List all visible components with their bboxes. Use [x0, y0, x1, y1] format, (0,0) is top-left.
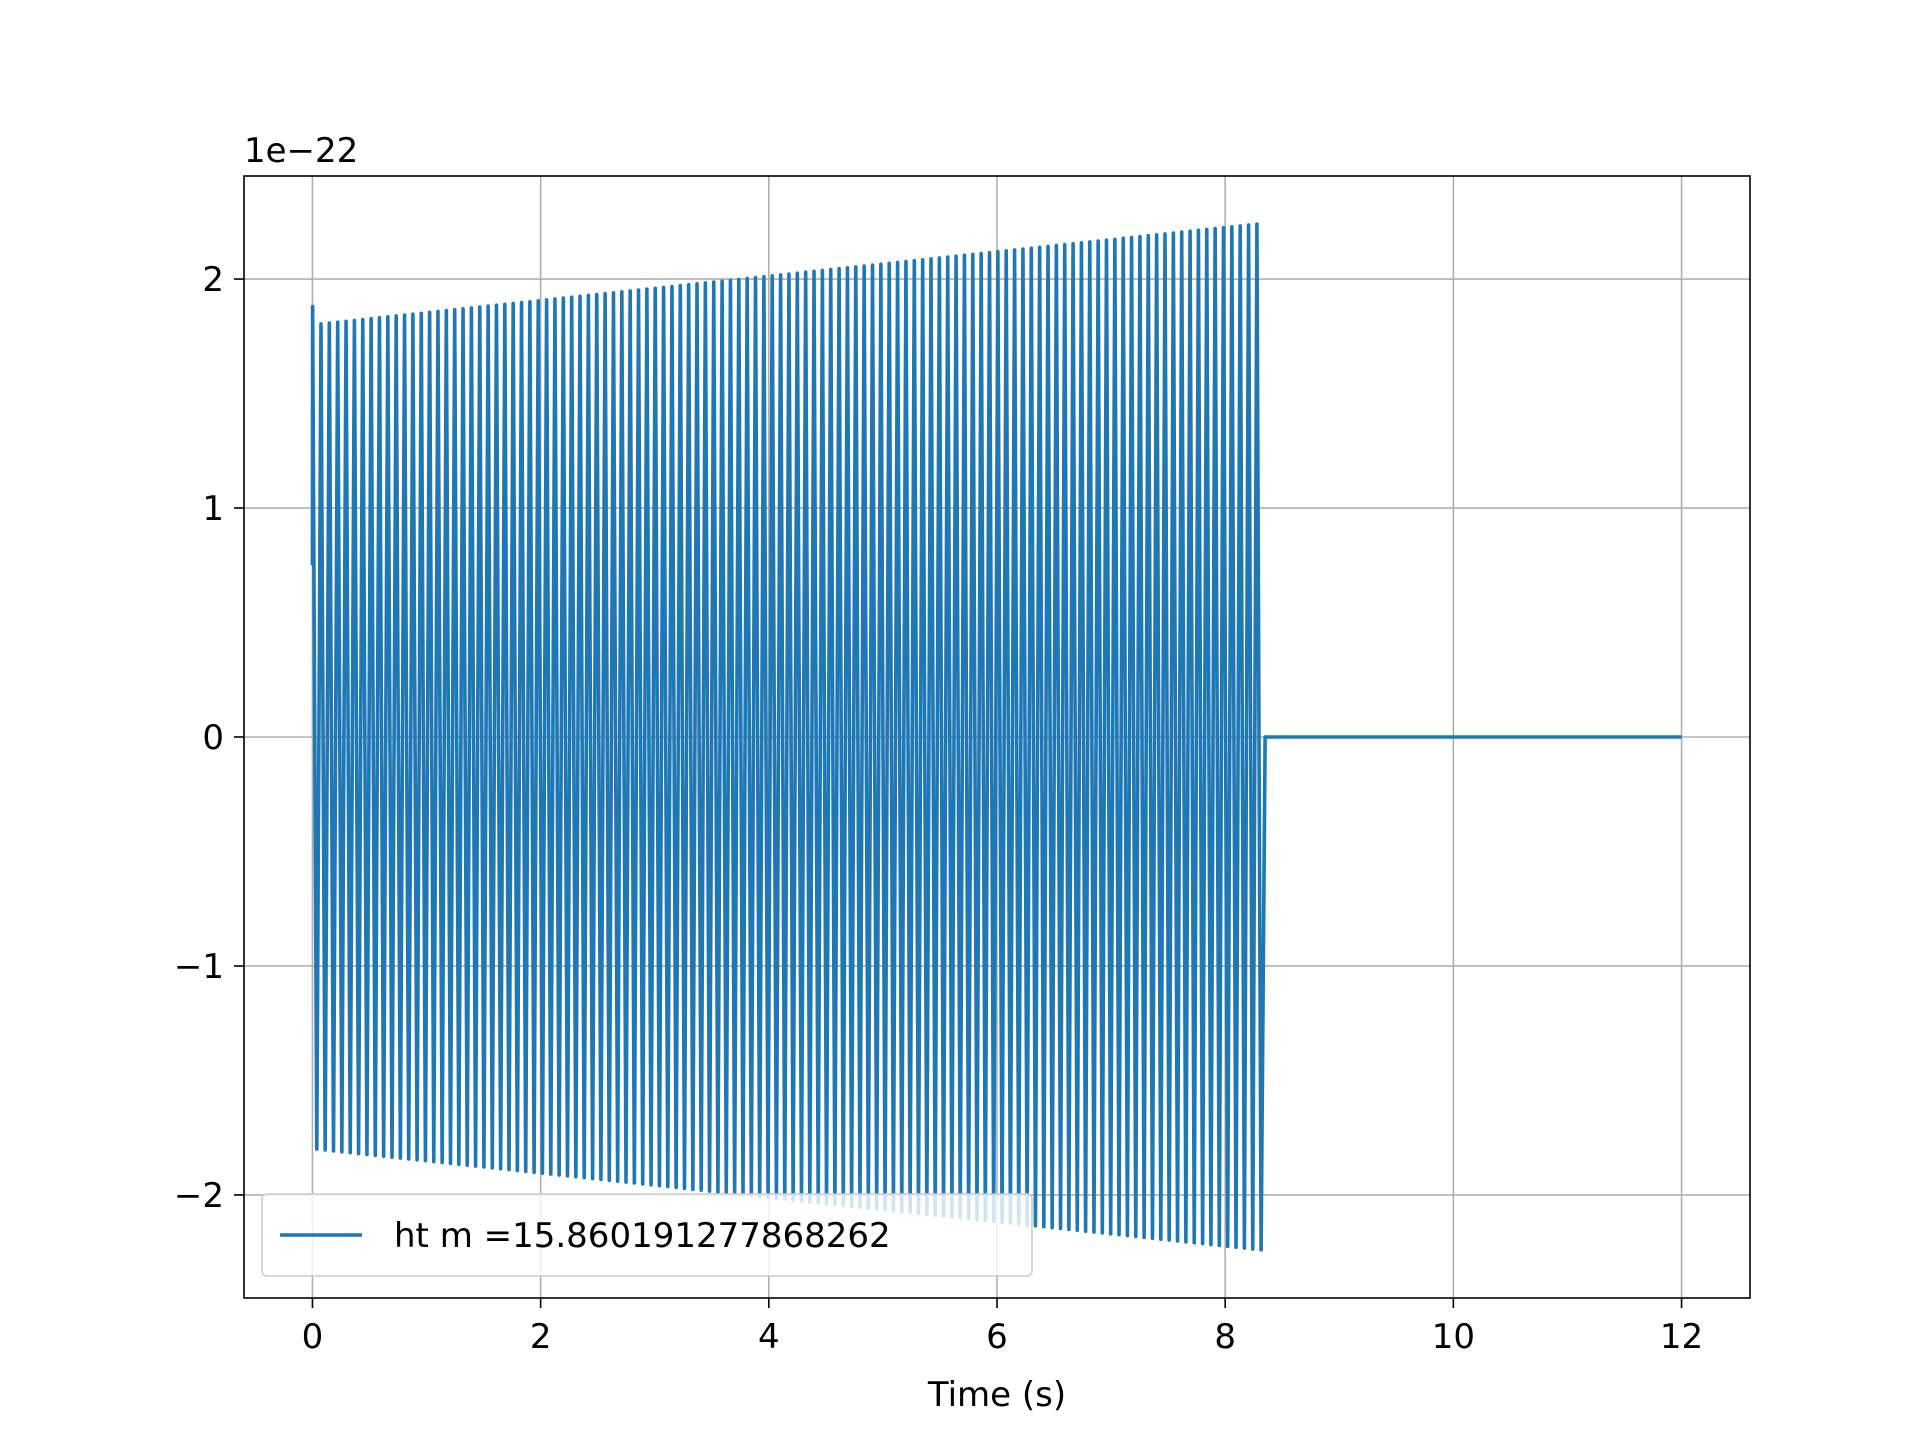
y-axis-ticks: −2 −1 0 1 2 [174, 260, 244, 1216]
x-tick-label: 0 [302, 1317, 324, 1357]
y-scale-label: 1e−22 [244, 131, 358, 171]
y-tick-label: −2 [174, 1176, 224, 1216]
x-tick-label: 12 [1660, 1317, 1703, 1357]
y-tick-label: 0 [202, 718, 224, 758]
y-tick-label: −1 [174, 947, 224, 987]
y-tick-label: 2 [202, 260, 224, 300]
legend-box [261, 1193, 1033, 1277]
x-tick-label: 6 [986, 1317, 1008, 1357]
x-tick-label: 2 [530, 1317, 552, 1357]
series-line [310, 222, 1682, 1252]
x-axis-label: Time (s) [927, 1375, 1066, 1415]
x-tick-label: 10 [1432, 1317, 1475, 1357]
series-layer [310, 222, 1682, 1252]
y-tick-label: 1 [202, 489, 224, 529]
legend-label: ht m =15.860191277868262 [394, 1216, 891, 1256]
legend: ht m =15.860191277868262 [261, 1193, 1033, 1277]
x-tick-label: 8 [1214, 1317, 1236, 1357]
x-axis-ticks: 0 2 4 6 8 10 12 [302, 1298, 1703, 1357]
x-tick-label: 4 [758, 1317, 780, 1357]
